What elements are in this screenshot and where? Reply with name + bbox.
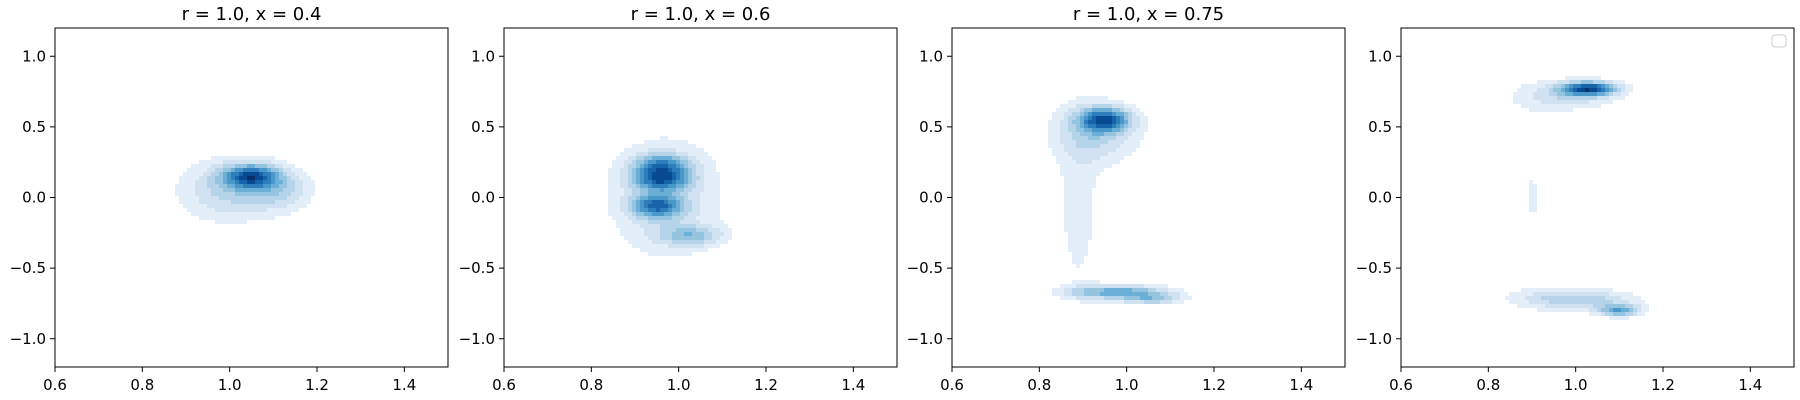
panels: 0.6 0.8 1.0 1.2 1.4 −1.0 −0.5 0.0 0.5 1.0 r = 1.0,…	[10, 4, 1795, 394]
x-tick-label: 0.6	[492, 376, 516, 394]
y-tick-label: −1.0	[1356, 330, 1392, 348]
y-tick-label: 1.0	[22, 47, 46, 65]
contour-field	[952, 28, 1345, 367]
x-tick-label: 0.8	[579, 376, 603, 394]
x-tick-label: 1.2	[1651, 376, 1675, 394]
contour-field	[504, 28, 897, 367]
y-tick-label: 0.0	[919, 189, 943, 207]
x-tick-label: 0.8	[1027, 376, 1051, 394]
panel-1: 0.6 0.8 1.0 1.2 1.4 −1.0 −0.5 0.0 0.5 1.0 r = 1.0,…	[10, 4, 449, 394]
x-tick-label: 1.2	[305, 376, 329, 394]
x-tick-label: 1.0	[1564, 376, 1588, 394]
y-tick-label: −0.5	[1356, 259, 1392, 277]
x-tick-label: 1.0	[218, 376, 242, 394]
y-tick-label: −1.0	[907, 330, 943, 348]
panel-title: r = 1.0, x = 0.75	[1073, 4, 1224, 25]
y-tick-label: −1.0	[459, 330, 495, 348]
panel-title: r = 1.0, x = 0.4	[182, 4, 322, 25]
y-tick-label: −0.5	[907, 259, 943, 277]
y-tick-label: 0.5	[919, 118, 943, 136]
y-tick-label: 1.0	[471, 47, 495, 65]
x-tick-label: 0.6	[940, 376, 964, 394]
x-tick-label: 1.4	[1738, 376, 1762, 394]
panel-3: 0.6 0.8 1.0 1.2 1.4 −1.0 −0.5 0.0 0.5 1.0 r = 1.0,…	[907, 4, 1346, 394]
panel-4: 0.6 0.8 1.0 1.2 1.4 −1.0 −0.5 0.0 0.5 1.0	[1356, 27, 1795, 394]
x-tick-label: 1.4	[392, 376, 416, 394]
x-tick-label: 1.4	[1289, 376, 1313, 394]
y-tick-label: 0.0	[471, 189, 495, 207]
y-tick-label: −1.0	[10, 330, 46, 348]
y-tick-label: 0.0	[1368, 189, 1392, 207]
y-tick-label: 1.0	[919, 47, 943, 65]
y-tick-label: −0.5	[10, 259, 46, 277]
contour-field	[1401, 28, 1794, 367]
x-tick-label: 0.8	[130, 376, 154, 394]
contour-field	[55, 28, 448, 367]
y-tick-label: 0.0	[22, 189, 46, 207]
x-tick-label: 0.8	[1476, 376, 1500, 394]
y-tick-label: 0.5	[22, 118, 46, 136]
y-tick-label: 0.5	[471, 118, 495, 136]
x-tick-label: 0.6	[43, 376, 67, 394]
x-tick-label: 1.0	[667, 376, 691, 394]
legend-box	[1771, 34, 1787, 48]
x-tick-label: 1.2	[754, 376, 778, 394]
panel-2: 0.6 0.8 1.0 1.2 1.4 −1.0 −0.5 0.0 0.5 1.0 r = 1.0,…	[459, 4, 898, 394]
x-tick-label: 1.4	[841, 376, 865, 394]
x-tick-label: 0.6	[1389, 376, 1413, 394]
x-tick-label: 1.2	[1202, 376, 1226, 394]
y-tick-label: 0.5	[1368, 118, 1392, 136]
x-tick-label: 1.0	[1115, 376, 1139, 394]
y-tick-label: −0.5	[459, 259, 495, 277]
panel-title: r = 1.0, x = 0.6	[631, 4, 771, 25]
y-tick-label: 1.0	[1368, 47, 1392, 65]
